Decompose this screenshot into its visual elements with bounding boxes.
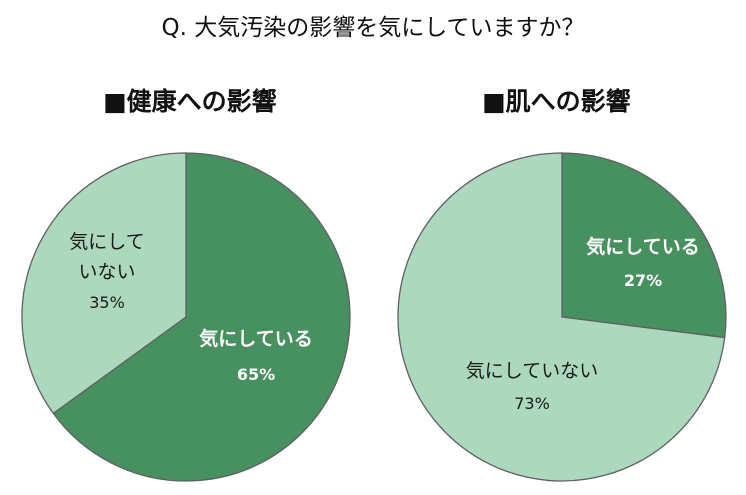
pie-1-slice-0: [561, 152, 727, 339]
pie-0-slice-0-percent: 65%: [237, 365, 275, 384]
pie-0-slice-1: [21, 152, 187, 415]
question-title: Q. 大気汚染の影響を気にしていますか？: [161, 15, 585, 41]
chart-title-health: ■健康への影響: [103, 87, 277, 116]
pie-1-slice-0-percent: 27%: [624, 271, 662, 290]
pie-0: 気にしている 65% 気にしていない 35%: [21, 152, 351, 482]
pie-0-slice-1-label: 気にしていない: [69, 231, 144, 283]
pie-0-slice-1-percent: 35%: [89, 293, 125, 312]
pie-1-slice-1-percent: 73%: [514, 394, 550, 413]
pie-1-slice-1: [397, 152, 726, 482]
pie-0-slice-0-label: 気にしている: [199, 327, 312, 350]
pie-1-slice-0-label: 気にしている: [586, 235, 699, 258]
chart-title-skin: ■肌への影響: [482, 87, 631, 116]
pie-1-slice-1-label: 気にしていない: [466, 360, 598, 382]
pie-1: 気にしている 27% 気にしていない 73%: [397, 152, 727, 482]
pie-0-slice-0: [52, 152, 351, 482]
